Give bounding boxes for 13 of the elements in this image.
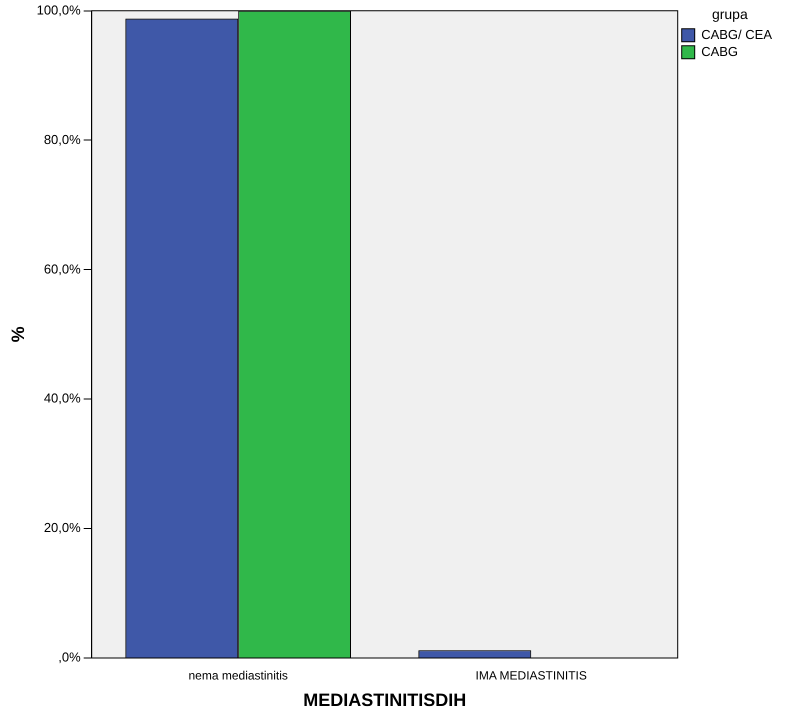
- x-tick-label: IMA MEDIASTINITIS: [476, 668, 587, 683]
- y-tick-label: ,0%: [58, 650, 82, 665]
- legend-title: grupa: [712, 6, 748, 22]
- x-axis-title: MEDIASTINITISDIH: [303, 690, 466, 710]
- y-tick-label: 60,0%: [44, 261, 82, 276]
- y-tick-label: 20,0%: [44, 520, 82, 536]
- legend-label: CABG: [701, 44, 738, 59]
- y-tick-label: 40,0%: [44, 390, 82, 406]
- legend-label: CABG/ CEA: [701, 26, 772, 42]
- y-tick-label: 80,0%: [44, 132, 82, 147]
- y-axis-title: %: [8, 326, 28, 342]
- x-tick-label: nema mediastinitis: [188, 668, 288, 683]
- y-tick-label: 100,0%: [36, 2, 82, 18]
